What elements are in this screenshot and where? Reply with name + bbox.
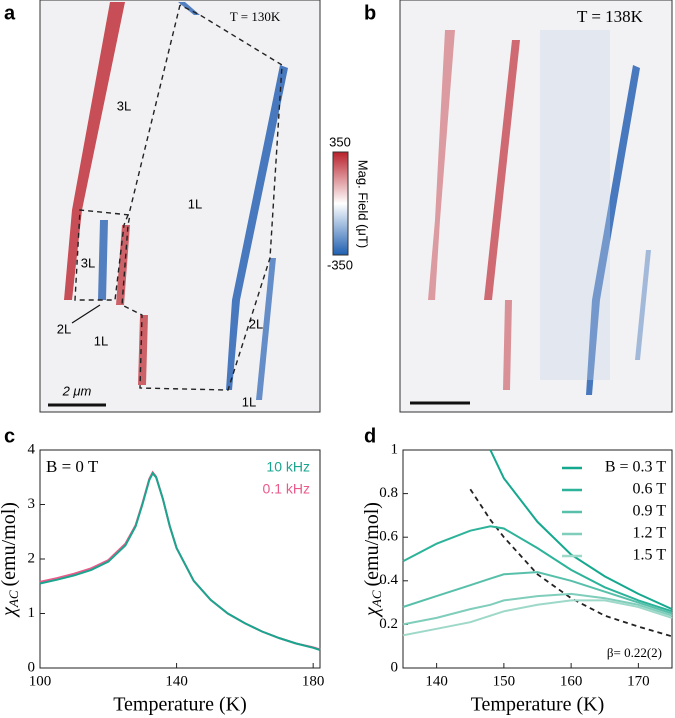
temperature-label: T = 130K: [230, 9, 281, 24]
x-axis-label: Temperature (K): [113, 694, 247, 716]
panel-letter: a: [4, 2, 16, 24]
data-line: [402, 525, 673, 613]
region-label: 3L: [117, 98, 131, 113]
colorbar-label: Mag. Field (μT): [356, 160, 371, 248]
y-tick-label: 0.6: [379, 529, 398, 545]
region-label: 1L: [94, 333, 108, 348]
colorbar: 350 -350 Mag. Field (μT): [327, 134, 371, 272]
y-label-symbol: χ: [0, 606, 20, 618]
data-line: [402, 599, 673, 637]
y-tick-label: 0.4: [379, 572, 398, 588]
colorbar-gradient: [332, 151, 349, 256]
flake-outline: [74, 4, 283, 391]
panel-b: T = 138K b: [364, 0, 673, 413]
panel-letter: c: [4, 425, 15, 447]
x-tick-label: 170: [627, 673, 650, 689]
panel-letter: b: [364, 2, 376, 24]
x-axis-label: Temperature (K): [471, 694, 605, 716]
x-tick-label: 140: [425, 673, 448, 689]
image-frame: [399, 0, 673, 413]
texture: [540, 30, 610, 380]
y-tick-label: 0.2: [379, 616, 398, 632]
legend-label: 0.6 T: [633, 481, 667, 498]
legend-label: 1.2 T: [633, 525, 667, 542]
legend-label: 1.5 T: [633, 547, 667, 564]
legend-label: 0.1 kHz: [263, 481, 310, 497]
region-label: 3L: [81, 255, 95, 270]
y-label-subscript: AC: [369, 590, 384, 608]
region-label: 2L: [249, 316, 263, 331]
y-tick-label: 0: [391, 659, 399, 675]
panel-letter: d: [364, 425, 376, 447]
scale-bar-label: 2 μm: [62, 383, 92, 398]
x-tick-label: 140: [165, 673, 188, 689]
edge-blue: [635, 250, 651, 360]
edge-blue: [586, 65, 640, 395]
y-label-unit: (emu/mol): [0, 502, 20, 586]
edge-red: [428, 30, 455, 300]
y-tick-label: 1: [28, 605, 36, 621]
fit-line: [469, 488, 673, 638]
data-line: [402, 571, 673, 615]
y-tick-label: 0: [28, 659, 36, 675]
legend-label: B = 0.3 T: [605, 459, 666, 476]
y-tick-label: 1: [391, 441, 399, 457]
y-label-symbol: χ: [361, 606, 383, 618]
x-tick-label: 160: [560, 673, 583, 689]
colorbar-max: 350: [329, 134, 351, 149]
y-label-unit: (emu/mol): [361, 502, 383, 586]
panel-a: T = 130K 3L 1L 3L 2L 1L 2L 1L 2 μm a: [4, 0, 321, 413]
x-tick-label: 150: [493, 673, 516, 689]
y-tick-label: 4: [28, 441, 36, 457]
plot-frame: [402, 449, 673, 669]
y-tick-label: 3: [28, 496, 36, 512]
edge-blue: [256, 258, 276, 400]
data-line: [489, 449, 673, 611]
y-axis-label: χAC (emu/mol): [361, 502, 384, 618]
region-label: 2L: [57, 321, 71, 336]
x-tick-label: 180: [302, 673, 325, 689]
annotation: β= 0.22(2): [607, 645, 662, 660]
edge-blue: [98, 220, 108, 300]
y-label-subscript: AC: [6, 590, 21, 608]
y-axis-label: χAC (emu/mol): [0, 502, 21, 618]
legend-label: 10 kHz: [266, 459, 310, 475]
y-tick-label: 2: [28, 550, 36, 566]
x-tick-label: 100: [29, 673, 52, 689]
edge-red: [503, 300, 512, 390]
region-label: 1L: [242, 394, 256, 409]
edge-red: [484, 40, 520, 300]
temperature-label: T = 138K: [577, 7, 644, 26]
colorbar-min: -350: [327, 257, 353, 272]
region-label: 1L: [188, 196, 202, 211]
data-line: [39, 470, 321, 651]
pointer-line: [71, 304, 101, 324]
data-line: [39, 471, 321, 651]
edge-blue: [226, 65, 288, 390]
data-line: [402, 592, 673, 626]
legend-label: 0.9 T: [633, 503, 667, 520]
annotation: B = 0 T: [46, 457, 99, 476]
y-tick-label: 0.8: [379, 485, 398, 501]
